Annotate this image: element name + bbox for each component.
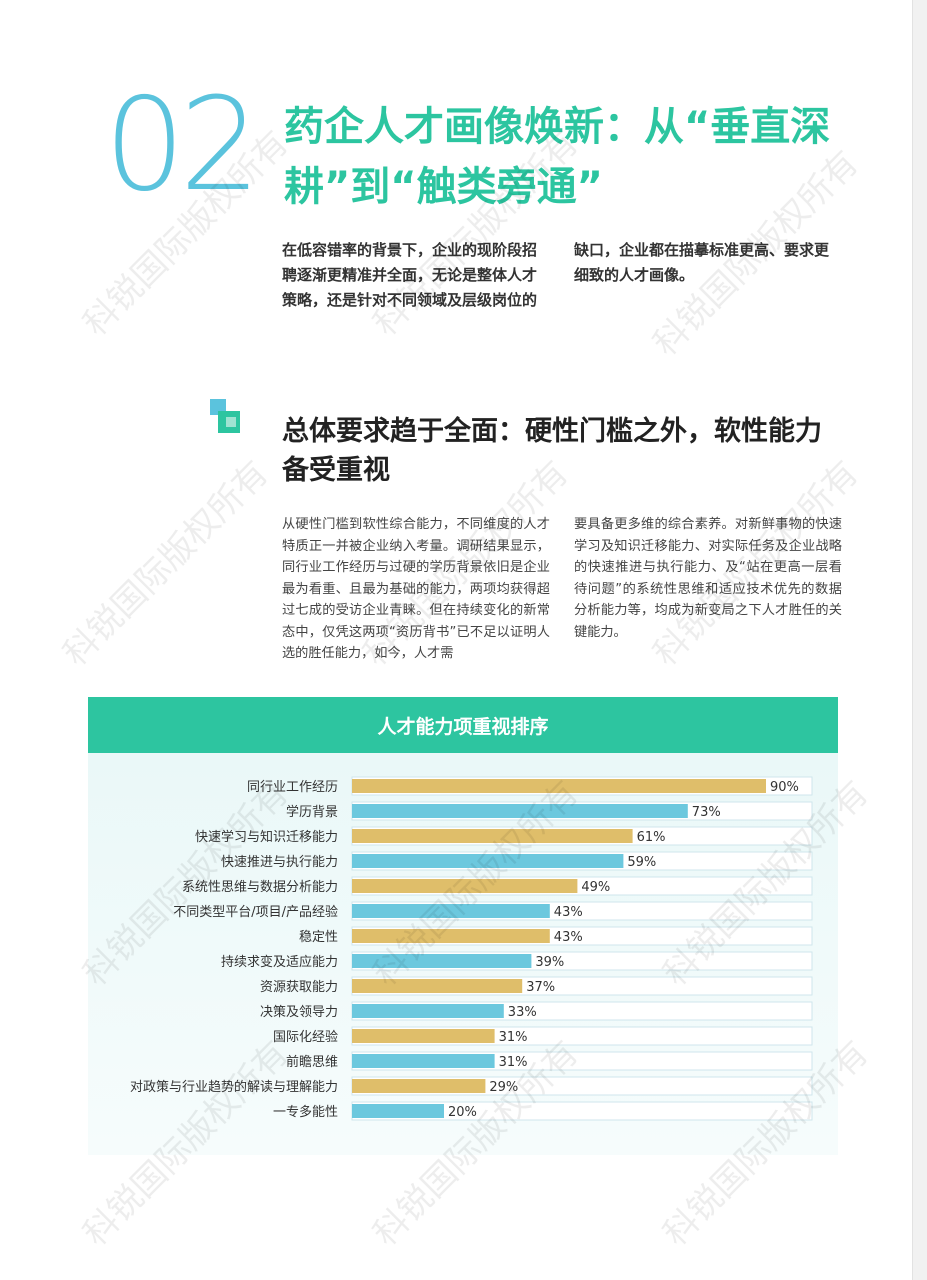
- bar: [352, 779, 766, 793]
- value-label: 73%: [692, 805, 721, 820]
- value-label: 43%: [554, 905, 583, 920]
- value-label: 49%: [581, 880, 610, 895]
- bar: [352, 929, 550, 943]
- watermark-text: 科锐国际版权所有: [55, 453, 277, 674]
- category-label: 一专多能性: [273, 1104, 338, 1120]
- category-label: 不同类型平台/项目/产品经验: [173, 904, 338, 920]
- bar: [352, 854, 624, 868]
- intro-column-1: 在低容错率的背景下，企业的现阶段招聘逐渐更精准并全面，无论是整体人才策略，还是针…: [282, 241, 538, 309]
- chart-title: 人才能力项重视排序: [377, 715, 549, 738]
- ability-ranking-chart: 同行业工作经历 90% 学历背景 73% 快速学习与知识迁移能力 61% 快速推进与执行能力…: [130, 776, 813, 1121]
- bar: [352, 804, 688, 818]
- category-label: 持续求变及适应能力: [221, 954, 338, 970]
- subsection-title: 总体要求趋于全面：硬性门槛之外，软性能力备受重视: [282, 416, 822, 486]
- bar: [352, 979, 523, 993]
- stacked-squares-icon: [210, 399, 240, 433]
- category-label: 国际化经验: [273, 1029, 338, 1045]
- category-label: 稳定性: [299, 929, 338, 945]
- value-label: 33%: [508, 1005, 537, 1020]
- intro-paragraph: 在低容错率的背景下，企业的现阶段招聘逐渐更精准并全面，无论是整体人才策略，还是针…: [282, 238, 842, 313]
- bar: [352, 904, 550, 918]
- value-label: 59%: [627, 855, 656, 870]
- value-label: 37%: [526, 980, 555, 995]
- value-label: 90%: [770, 780, 799, 795]
- bar: [352, 1104, 444, 1118]
- category-label: 快速学习与知识迁移能力: [195, 829, 338, 845]
- bar: [352, 1004, 504, 1018]
- category-label: 快速推进与执行能力: [221, 855, 338, 870]
- section-number: 02: [104, 71, 261, 220]
- bar: [352, 829, 633, 843]
- bar: [352, 1029, 495, 1043]
- category-label: 同行业工作经历: [247, 780, 338, 795]
- category-label: 决策及领导力: [260, 1004, 338, 1020]
- bar: [352, 1079, 486, 1093]
- value-label: 29%: [489, 1080, 518, 1095]
- category-label: 资源获取能力: [260, 980, 338, 995]
- category-label: 系统性思维与数据分析能力: [182, 880, 338, 895]
- value-label: 39%: [535, 955, 564, 970]
- intro-column-2: 缺口，企业都在描摹标准更高、要求更细致的人才画像。: [574, 241, 830, 284]
- category-label: 学历背景: [286, 804, 338, 820]
- body-column-1: 从硬性门槛到软性综合能力，不同维度的人才特质正一并被企业纳入考量。调研结果显示，…: [282, 517, 550, 661]
- value-label: 31%: [499, 1030, 528, 1045]
- page-edge-strip: [912, 0, 927, 1280]
- value-label: 43%: [554, 930, 583, 945]
- category-label: 前瞻思维: [286, 1054, 338, 1070]
- category-label: 对政策与行业趋势的解读与理解能力: [130, 1079, 338, 1095]
- chart-title-banner: 人才能力项重视排序: [88, 697, 838, 753]
- subsection-body: 从硬性门槛到软性综合能力，不同维度的人才特质正一并被企业纳入考量。调研结果显示，…: [282, 514, 842, 665]
- bar: [352, 954, 532, 968]
- section-title: 药企人才画像焕新：从“垂直深耕”到“触类旁通”: [284, 104, 831, 210]
- value-label: 31%: [499, 1055, 528, 1070]
- value-label: 61%: [637, 830, 666, 845]
- bar: [352, 879, 578, 893]
- value-label: 20%: [448, 1105, 477, 1120]
- bar: [352, 1054, 495, 1068]
- body-column-2: 要具备更多维的综合素养。对新鲜事物的快速学习及知识迁移能力、对实际任务及企业战略…: [574, 517, 842, 640]
